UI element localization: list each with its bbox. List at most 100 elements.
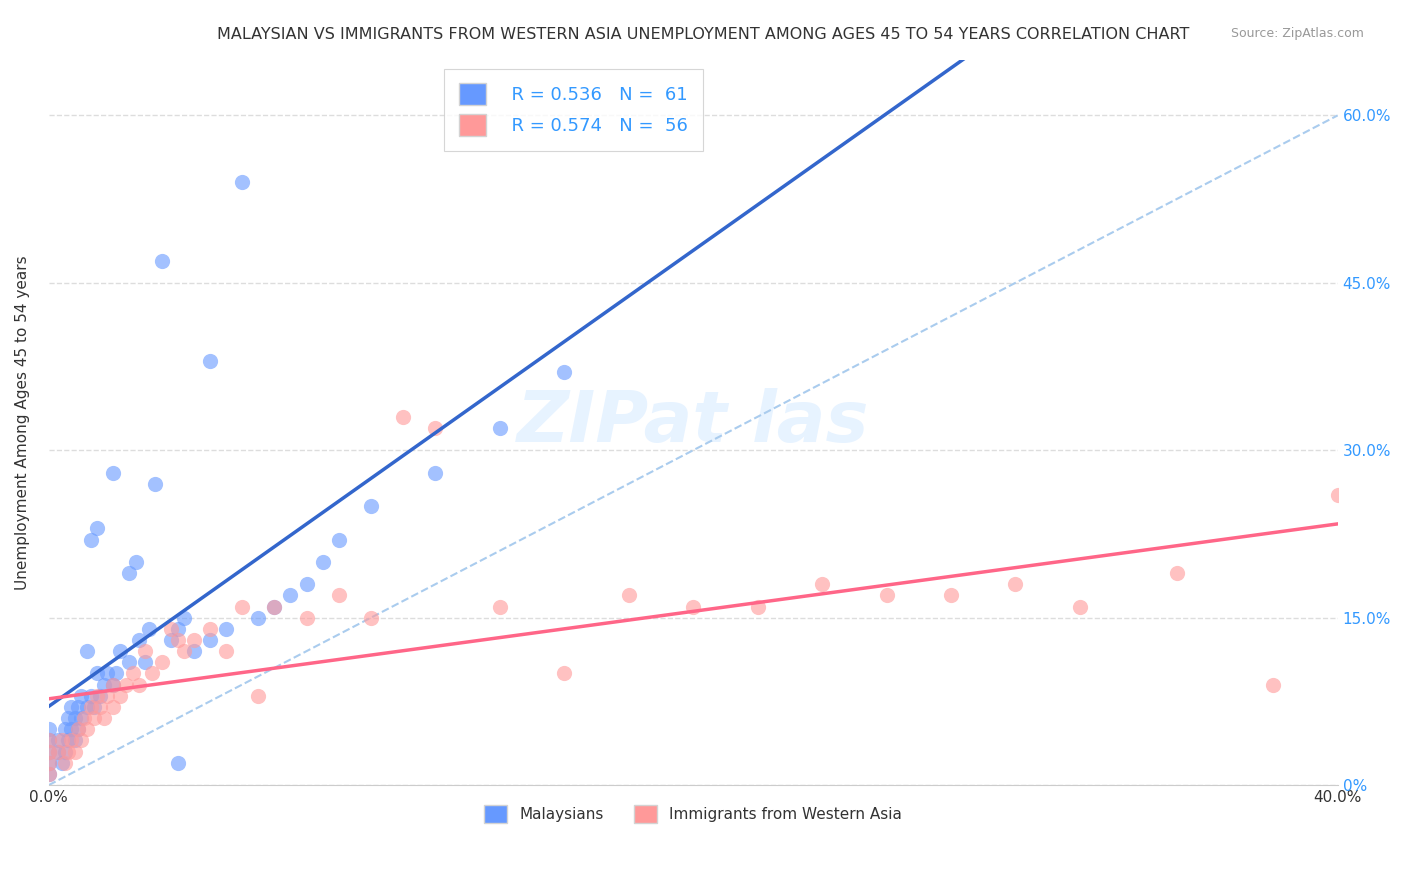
Point [489,599,512,614]
Point [96,666,118,681]
Point [76,700,98,714]
Point [247,689,270,703]
Point [48,733,70,747]
Point [115,678,138,692]
Point [263,599,285,614]
Point [198,622,221,636]
Point [38,756,60,770]
Point [51,733,73,747]
Point [150,253,173,268]
Point [89,700,111,714]
Point [76,644,98,658]
Point [1069,599,1091,614]
Point [79,700,101,714]
Point [173,644,195,658]
Point [63,745,86,759]
Point [1004,577,1026,591]
Point [392,409,415,424]
Point [103,678,125,692]
Point [939,588,962,602]
Point [134,656,156,670]
Point [83,711,105,725]
Point [128,632,150,647]
Point [60,700,83,714]
Point [553,666,575,681]
Point [215,644,238,658]
Point [70,711,93,725]
Point [183,644,205,658]
Point [38,756,60,770]
Point [105,666,128,681]
Point [134,644,156,658]
Point [166,632,188,647]
Point [73,711,96,725]
Point [93,678,115,692]
Point [66,700,89,714]
Point [1166,566,1188,580]
Point [166,756,188,770]
Point [553,365,575,379]
Point [425,421,447,435]
Point [70,733,93,747]
Point [38,745,60,759]
Point [66,723,89,737]
Point [138,622,160,636]
Point [747,599,769,614]
Point [141,666,163,681]
Point [79,689,101,703]
Point [311,555,333,569]
Point [166,622,188,636]
Point [128,678,150,692]
Point [86,666,108,681]
Point [231,599,253,614]
Point [93,711,115,725]
Point [53,756,76,770]
Point [160,632,183,647]
Point [121,666,143,681]
Point [360,610,382,624]
Y-axis label: Unemployment Among Ages 45 to 54 years: Unemployment Among Ages 45 to 54 years [15,255,30,590]
Point [425,466,447,480]
Point [86,689,108,703]
Point [83,700,105,714]
Point [876,588,898,602]
Point [280,588,302,602]
Point [489,421,512,435]
Point [108,644,131,658]
Point [79,533,101,547]
Point [63,733,86,747]
Point [125,555,148,569]
Point [1326,488,1348,502]
Point [38,745,60,759]
Text: ZIPat las: ZIPat las [517,388,869,457]
Point [198,354,221,368]
Point [76,723,98,737]
Point [173,610,195,624]
Point [56,711,79,725]
Point [160,622,183,636]
Point [811,577,834,591]
Point [295,610,318,624]
Point [183,632,205,647]
Point [103,678,125,692]
Point [215,622,238,636]
Point [56,733,79,747]
Point [328,588,350,602]
Point [70,689,93,703]
Point [38,723,60,737]
Point [53,745,76,759]
Point [295,577,318,591]
Point [150,656,173,670]
Point [56,745,79,759]
Point [38,733,60,747]
Point [103,700,125,714]
Point [48,745,70,759]
Point [247,610,270,624]
Point [38,733,60,747]
Point [66,723,89,737]
Point [60,723,83,737]
Point [96,689,118,703]
Point [86,521,108,535]
Point [231,175,253,189]
Point [53,723,76,737]
